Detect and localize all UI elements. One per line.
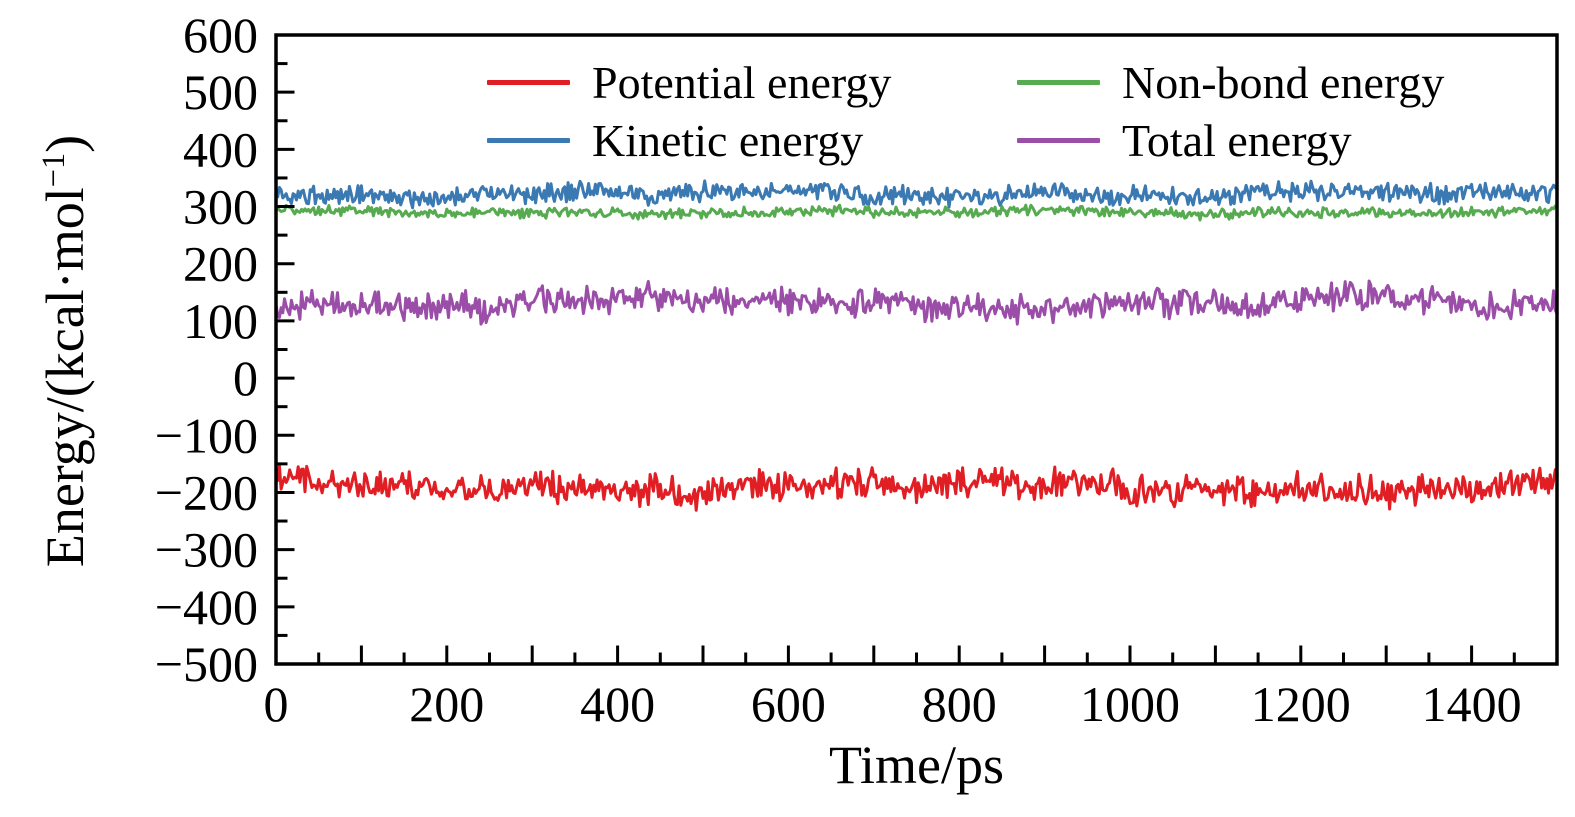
x-tick-label: 1000 <box>1080 676 1180 732</box>
y-tick-label: −100 <box>155 407 258 463</box>
legend-line-sample-total <box>1017 137 1100 143</box>
y-tick-label: −400 <box>155 579 258 635</box>
y-tick-label: 100 <box>183 293 258 349</box>
y-axis-label-close: ) <box>35 134 95 153</box>
axes-frame <box>274 33 1559 666</box>
total-energy-line <box>274 279 1559 326</box>
legend-item-non-bond-energy: Non-bond energy <box>1017 56 1445 108</box>
y-tick-label: −200 <box>155 464 258 520</box>
legend-line-sample-potential <box>487 79 570 85</box>
legend-line-sample-kinetic <box>487 137 570 143</box>
non-bond-energy-line <box>274 203 1559 222</box>
y-tick-label: 500 <box>183 64 258 120</box>
legend-label-potential: Potential energy <box>592 56 892 108</box>
y-axis-label-superscript: −1 <box>36 152 72 188</box>
y-axis-label: Energy/(kcal·mol−1) <box>25 31 95 671</box>
y-tick-label: 300 <box>183 179 258 235</box>
potential-energy-line <box>274 464 1559 512</box>
x-tick-label: 1400 <box>1422 676 1522 732</box>
y-tick-label: −300 <box>155 522 258 578</box>
x-axis-label: Time/ps <box>828 735 1005 795</box>
legend-label-non-bond: Non-bond energy <box>1122 56 1445 108</box>
legend-label-total: Total energy <box>1122 114 1352 166</box>
legend-line-sample-non-bond <box>1017 79 1100 85</box>
kinetic-energy-line <box>274 179 1559 210</box>
x-tick-label: 0 <box>264 676 289 732</box>
legend-item-total-energy: Total energy <box>1017 114 1352 166</box>
x-tick-label: 1200 <box>1251 676 1351 732</box>
legend-item-kinetic-energy: Kinetic energy <box>487 114 864 166</box>
y-axis-label-text: Energy/(kcal·mol <box>35 187 95 568</box>
legend-label-kinetic: Kinetic energy <box>592 114 864 166</box>
x-tick-label: 600 <box>751 676 826 732</box>
y-tick-label: −500 <box>155 636 258 692</box>
y-tick-label: 600 <box>183 7 258 63</box>
y-tick-label: 200 <box>183 236 258 292</box>
y-tick-label: 400 <box>183 121 258 177</box>
legend-item-potential-energy: Potential energy <box>487 56 892 108</box>
x-tick-label: 800 <box>922 676 997 732</box>
y-tick-label: 0 <box>233 350 258 406</box>
x-tick-label: 400 <box>580 676 655 732</box>
x-tick-label: 200 <box>409 676 484 732</box>
